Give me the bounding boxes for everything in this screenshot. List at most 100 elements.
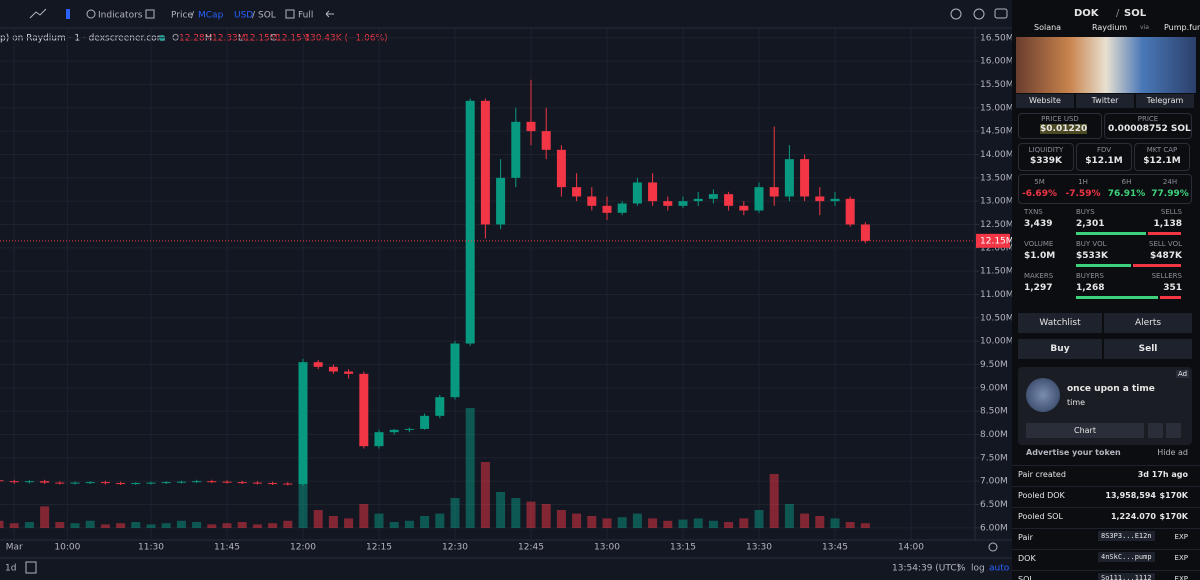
change-value[interactable]: -7.59% — [1065, 189, 1101, 199]
y-tick-label: 11.00M — [980, 290, 1012, 300]
sell-button[interactable]: Sell — [1104, 339, 1192, 359]
info-usd: $170K — [1159, 512, 1188, 521]
usd-toggle[interactable]: USD — [234, 11, 253, 21]
change-label[interactable]: 1H — [1078, 178, 1088, 186]
y-tick-label: 9.00M — [980, 383, 1008, 393]
via: via — [1140, 24, 1149, 31]
x-tick-label: 12:15 — [366, 543, 392, 553]
indicators-button[interactable]: Indicators — [98, 11, 143, 21]
explorer-link[interactable]: EXP — [1174, 575, 1188, 580]
metric-label: LIQUIDITY — [1028, 146, 1064, 154]
fullscreen-icon[interactable] — [285, 9, 295, 19]
buy-button[interactable]: Buy — [1018, 339, 1102, 359]
sidebar: DOK / SOL Solana Raydium via Pump.fun Website Tw… — [1012, 0, 1200, 580]
chart-type-icon[interactable] — [29, 8, 47, 19]
explorer-link[interactable]: EXP — [1174, 533, 1188, 541]
volume-bar — [663, 520, 673, 528]
change-value[interactable]: 77.99% — [1151, 189, 1189, 199]
launchpad[interactable]: Pump.fun — [1164, 23, 1200, 32]
sol-toggle[interactable]: SOL — [258, 11, 276, 21]
candle-body — [100, 482, 110, 484]
undo-icon[interactable] — [325, 10, 334, 18]
change-label[interactable]: 5M — [1034, 178, 1045, 186]
activity-total: 1,297 — [1024, 283, 1053, 293]
link-button[interactable]: Website — [1016, 94, 1074, 108]
x-tick-label: 12:00 — [290, 543, 316, 553]
candle-body — [85, 482, 95, 484]
chain[interactable]: Solana — [1034, 23, 1062, 32]
y-tick-label: 14.50M — [980, 127, 1012, 137]
candle-body — [0, 480, 4, 482]
info-value: 13,958,594 — [1105, 491, 1156, 500]
explorer-link[interactable]: EXP — [1174, 554, 1188, 562]
indicators-icon[interactable] — [86, 9, 96, 19]
legend-source: p) on Raydium · 1 · dexscreener.com — [0, 34, 165, 44]
mcap-toggle[interactable]: MCap — [198, 11, 224, 21]
time-settings-icon[interactable] — [988, 542, 998, 552]
link-button[interactable]: Telegram — [1136, 94, 1194, 108]
candle-icon[interactable] — [66, 9, 70, 19]
address-value[interactable]: 8S3P3...E12n — [1098, 531, 1155, 541]
pair-quote: SOL — [1124, 8, 1147, 19]
metric-value: $339K — [1029, 156, 1063, 166]
change-value[interactable]: 76.91% — [1107, 189, 1146, 199]
candle-body — [252, 482, 262, 484]
address-value[interactable]: So111...1112 — [1098, 573, 1155, 580]
info-label: Pair created — [1018, 470, 1066, 479]
full-button[interactable]: Full — [298, 11, 313, 21]
volume-bar — [283, 520, 293, 528]
layout-icon[interactable] — [145, 9, 155, 19]
volume-bar — [389, 522, 399, 528]
price-usd-value: $0.01220 — [1040, 124, 1088, 134]
candle-body — [146, 482, 156, 484]
log-toggle[interactable]: log — [971, 564, 985, 574]
candle-body — [374, 432, 384, 447]
y-tick-label: 12.50M — [980, 220, 1012, 230]
candle-body — [602, 205, 612, 213]
legend-close: 12.15M — [276, 34, 310, 44]
x-tick-label: 13:30 — [746, 543, 772, 553]
change-label[interactable]: 24H — [1162, 178, 1178, 186]
activity-total-label: MAKERS — [1024, 272, 1054, 280]
candle-body — [207, 481, 217, 483]
volume-bar — [845, 522, 855, 528]
chart-area: Indicators Price / MCap USD / SOL Full p… — [0, 8, 1014, 574]
volume-bar — [207, 524, 217, 528]
auto-toggle[interactable]: auto — [989, 564, 1010, 574]
y-tick-label: 11.50M — [980, 267, 1012, 277]
ad-chart-button[interactable]: Chart — [1026, 423, 1144, 438]
x-tick-label: Mar — [6, 543, 23, 553]
info-value: 3d 17h ago — [1137, 470, 1188, 479]
change-label[interactable]: 6H — [1121, 178, 1132, 186]
price-usd-box — [1018, 113, 1102, 139]
activity-sell: $487K — [1149, 251, 1182, 261]
price-toggle[interactable]: Price — [171, 11, 193, 21]
advertise-link[interactable]: Advertise your token — [1026, 448, 1121, 457]
percent-toggle[interactable]: % — [957, 564, 966, 574]
address-label: SOL — [1018, 575, 1034, 580]
zoom-icon[interactable] — [950, 8, 962, 20]
change-value[interactable]: -6.69% — [1022, 189, 1057, 199]
metric-label: MKT CAP — [1146, 146, 1178, 154]
x-tick-label: 14:00 — [898, 543, 924, 553]
settings-icon[interactable] — [973, 8, 985, 20]
watchlist-button[interactable]: Watchlist — [1018, 313, 1102, 333]
ad-tag: Ad — [1176, 370, 1190, 378]
calendar-icon[interactable] — [25, 561, 37, 574]
hide-ad-link[interactable]: Hide ad — [1157, 448, 1188, 457]
legend-l-label: L — [238, 34, 243, 44]
address-value[interactable]: 4nSkC...pump — [1098, 552, 1155, 562]
ad-x-icon[interactable] — [1166, 423, 1181, 438]
candle-body — [313, 362, 323, 367]
activity-sell-label: SELL VOL — [1149, 240, 1182, 248]
candle-body — [359, 373, 369, 447]
candle-body — [298, 362, 308, 484]
snapshot-icon[interactable] — [994, 8, 1008, 19]
interval[interactable]: 1d — [5, 564, 16, 574]
alerts-button[interactable]: Alerts — [1104, 313, 1192, 333]
dex[interactable]: Raydium — [1092, 23, 1128, 32]
link-button[interactable]: Twitter — [1076, 94, 1134, 108]
ad-web-icon[interactable] — [1148, 423, 1163, 438]
volume-bar — [572, 513, 582, 528]
